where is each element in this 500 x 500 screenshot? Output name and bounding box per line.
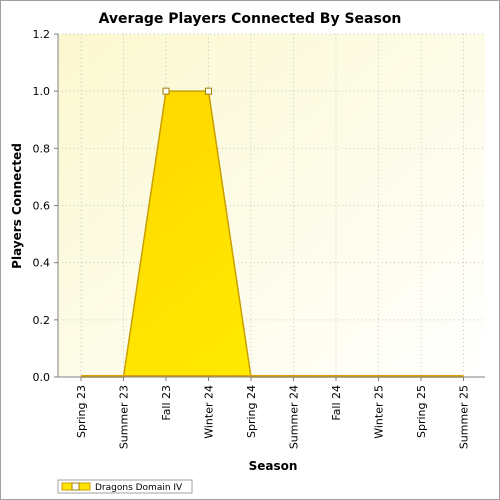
axes (54, 33, 485, 381)
plot-area (58, 34, 485, 377)
x-tick-label: Summer 25 (458, 385, 471, 449)
legend-swatch-icon (61, 482, 91, 491)
data-point (205, 87, 212, 95)
y-tick-labels: 0.0 0.2 0.4 0.6 0.8 1.0 1.2 (33, 28, 51, 384)
x-axis-label: Season (249, 459, 298, 473)
x-tick-labels: Spring 23 Summer 23 Fall 23 Winter 24 Spring… (75, 385, 471, 449)
x-tick-label: Spring 23 (75, 385, 88, 438)
x-tick-label: Fall 23 (160, 385, 173, 421)
legend-box (57, 479, 193, 494)
y-tick-label: 0.8 (33, 142, 51, 155)
x-tick-label: Summer 24 (288, 385, 301, 449)
chart-title: Average Players Connected By Season (99, 11, 402, 27)
x-tick-label: Spring 25 (415, 385, 428, 438)
y-tick-label: 0.0 (33, 371, 51, 384)
y-tick-label: 1.2 (33, 28, 51, 41)
y-axis-label: Players Connected (10, 143, 24, 269)
y-tick-label: 0.6 (33, 200, 51, 213)
x-tick-label: Summer 23 (118, 385, 131, 449)
legend-swatch-marker (71, 482, 80, 491)
x-tick-label: Winter 24 (203, 385, 216, 439)
y-tick-label: 0.2 (33, 314, 51, 327)
data-point (162, 87, 170, 95)
y-tick-label: 0.4 (33, 257, 51, 270)
x-tick-label: Fall 24 (330, 385, 343, 421)
series-area (81, 91, 464, 378)
legend-label: Dragons Domain IV (95, 483, 183, 493)
y-tick-label: 1.0 (33, 85, 51, 98)
legend: Dragons Domain IV (57, 479, 193, 494)
x-tick-label: Spring 24 (245, 385, 258, 438)
x-tick-label: Winter 25 (373, 385, 386, 439)
